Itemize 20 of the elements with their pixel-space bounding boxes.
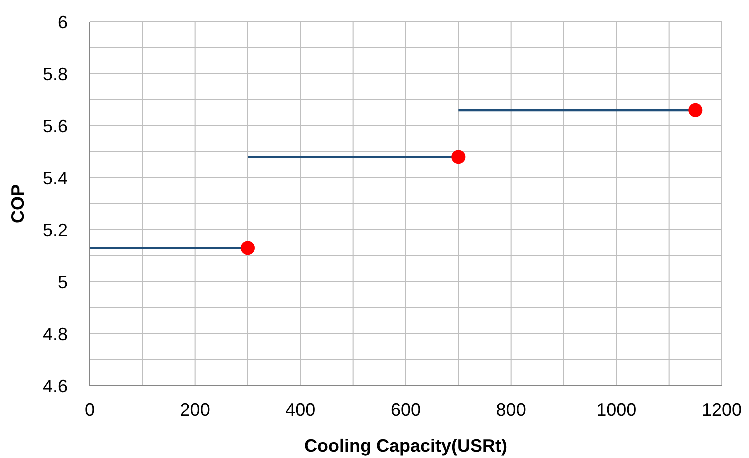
y-tick-label: 5.8	[42, 64, 68, 84]
point	[688, 103, 703, 118]
x-tick-label: 1200	[702, 400, 742, 420]
y-tick-label: 5	[58, 272, 68, 292]
x-tick-label: 0	[84, 400, 96, 420]
x-tick-label: 400	[286, 400, 316, 420]
y-tick-label: 6	[58, 12, 68, 32]
x-tick-label: 800	[496, 400, 526, 420]
point	[241, 241, 255, 256]
y-tick-label: 5.4	[42, 168, 68, 188]
y-tick-label: 5.2	[42, 220, 68, 240]
point	[452, 150, 466, 164]
x-tick-label: 1000	[596, 400, 637, 420]
x-tick-label: 200	[180, 400, 210, 420]
x-axis-title: Cooling Capacity(USRt)	[304, 436, 508, 456]
y-tick-label: 4.8	[42, 324, 68, 344]
y-axis-title: COP	[8, 184, 28, 224]
y-tick-label: 5.6	[42, 116, 68, 136]
x-tick-label: 600	[390, 400, 422, 420]
y-tick-label: 4.6	[42, 376, 68, 396]
